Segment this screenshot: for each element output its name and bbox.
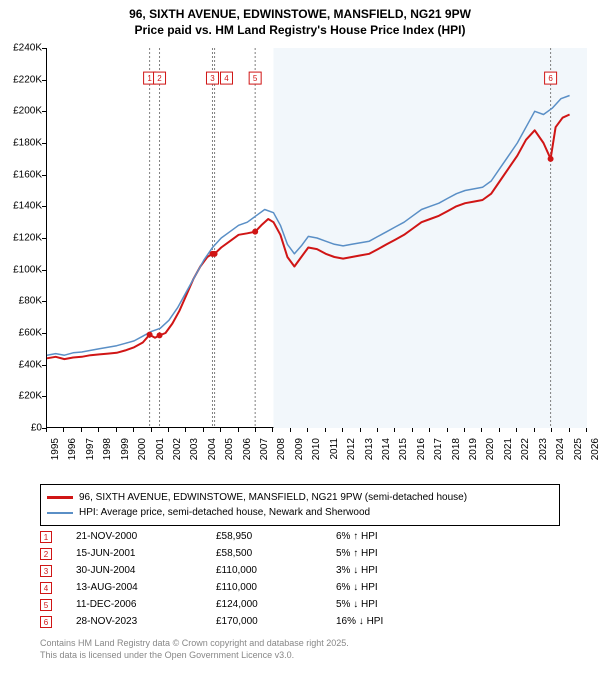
cell-price: £58,950 — [216, 531, 336, 542]
cell-date: 21-NOV-2000 — [76, 531, 216, 542]
row-marker: 5 — [40, 599, 52, 611]
x-tick-label: 2011 — [329, 438, 340, 460]
cell-hpi: 5% ↓ HPI — [336, 599, 560, 610]
legend-swatch — [47, 496, 73, 499]
x-tick-label: 1995 — [50, 438, 61, 460]
x-tick-label: 2015 — [398, 438, 409, 460]
x-tick-label: 2009 — [294, 438, 305, 460]
cell-price: £110,000 — [216, 582, 336, 593]
footnote-line-1: Contains HM Land Registry data © Crown c… — [40, 638, 349, 650]
table-row: 3 30-JUN-2004£110,0003% ↓ HPI — [40, 562, 560, 579]
x-tick-label: 1999 — [120, 438, 131, 460]
row-marker: 4 — [40, 582, 52, 594]
legend-label: 96, SIXTH AVENUE, EDWINSTOWE, MANSFIELD,… — [79, 490, 467, 505]
y-tick-label: £120K — [13, 233, 42, 244]
y-axis: £0£20K£40K£60K£80K£100K£120K£140K£160K£1… — [0, 48, 46, 428]
x-tick-label: 2002 — [172, 438, 183, 460]
cell-date: 30-JUN-2004 — [76, 565, 216, 576]
x-tick-label: 2021 — [503, 438, 514, 460]
table-row: 2 15-JUN-2001£58,5005% ↑ HPI — [40, 545, 560, 562]
x-tick-label: 2006 — [242, 438, 253, 460]
x-tick-label: 2024 — [555, 438, 566, 460]
row-marker: 1 — [40, 531, 52, 543]
legend-row: HPI: Average price, semi-detached house,… — [47, 505, 553, 520]
x-axis: 1995 1996 1997 1998 1999 2000 2001 2002 2003 2004… — [46, 428, 586, 478]
y-tick-label: £220K — [13, 74, 42, 85]
title-line-2: Price paid vs. HM Land Registry's House … — [0, 22, 600, 38]
x-tick-label: 2004 — [207, 438, 218, 460]
y-tick-label: £240K — [13, 43, 42, 54]
y-tick-label: £160K — [13, 169, 42, 180]
svg-text:3: 3 — [210, 74, 215, 83]
x-tick-label: 2012 — [346, 438, 357, 460]
cell-hpi: 6% ↓ HPI — [336, 582, 560, 593]
legend: 96, SIXTH AVENUE, EDWINSTOWE, MANSFIELD,… — [40, 484, 560, 526]
y-tick-label: £100K — [13, 264, 42, 275]
x-tick-label: 2000 — [137, 438, 148, 460]
cell-hpi: 3% ↓ HPI — [336, 565, 560, 576]
y-tick-label: £140K — [13, 201, 42, 212]
row-marker: 2 — [40, 548, 52, 560]
x-tick-label: 2019 — [468, 438, 479, 460]
legend-swatch — [47, 512, 73, 514]
x-tick-label: 2001 — [155, 438, 166, 460]
x-tick-label: 1996 — [67, 438, 78, 460]
x-tick-label: 2020 — [485, 438, 496, 460]
cell-date: 11-DEC-2006 — [76, 599, 216, 610]
chart-plot-area: 123456 — [46, 48, 586, 428]
y-tick-label: £180K — [13, 138, 42, 149]
y-tick-label: £40K — [19, 359, 42, 370]
row-marker: 6 — [40, 616, 52, 628]
sales-table: 121-NOV-2000£58,9506% ↑ HPI215-JUN-2001£… — [40, 528, 560, 630]
x-tick-label: 2014 — [381, 438, 392, 460]
legend-row: 96, SIXTH AVENUE, EDWINSTOWE, MANSFIELD,… — [47, 490, 553, 505]
footnote: Contains HM Land Registry data © Crown c… — [40, 638, 349, 661]
x-tick-label: 2016 — [416, 438, 427, 460]
svg-text:4: 4 — [224, 74, 229, 83]
cell-price: £58,500 — [216, 548, 336, 559]
y-tick-label: £60K — [19, 328, 42, 339]
cell-price: £170,000 — [216, 616, 336, 627]
x-tick-label: 2022 — [520, 438, 531, 460]
x-tick-label: 2026 — [590, 438, 600, 460]
row-marker: 3 — [40, 565, 52, 577]
x-tick-label: 1997 — [85, 438, 96, 460]
cell-date: 13-AUG-2004 — [76, 582, 216, 593]
y-tick-label: £80K — [19, 296, 42, 307]
x-tick-label: 2023 — [538, 438, 549, 460]
x-tick-label: 2008 — [276, 438, 287, 460]
svg-text:5: 5 — [253, 74, 258, 83]
x-tick-label: 2007 — [259, 438, 270, 460]
x-tick-label: 2003 — [189, 438, 200, 460]
x-tick-label: 2018 — [451, 438, 462, 460]
svg-text:2: 2 — [157, 74, 162, 83]
x-tick-label: 1998 — [102, 438, 113, 460]
svg-text:6: 6 — [548, 74, 553, 83]
cell-date: 28-NOV-2023 — [76, 616, 216, 627]
table-row: 1 21-NOV-2000£58,9506% ↑ HPI — [40, 528, 560, 545]
y-tick-label: £200K — [13, 106, 42, 117]
table-row: 4 13-AUG-2004£110,0006% ↓ HPI — [40, 579, 560, 596]
cell-hpi: 16% ↓ HPI — [336, 616, 560, 627]
x-tick-label: 2025 — [573, 438, 584, 460]
table-row: 5 11-DEC-2006£124,0005% ↓ HPI — [40, 596, 560, 613]
cell-hpi: 6% ↑ HPI — [336, 531, 560, 542]
x-tick-label: 2010 — [311, 438, 322, 460]
footnote-line-2: This data is licensed under the Open Gov… — [40, 650, 349, 662]
cell-date: 15-JUN-2001 — [76, 548, 216, 559]
title-line-1: 96, SIXTH AVENUE, EDWINSTOWE, MANSFIELD,… — [0, 6, 600, 22]
cell-price: £110,000 — [216, 565, 336, 576]
cell-hpi: 5% ↑ HPI — [336, 548, 560, 559]
legend-label: HPI: Average price, semi-detached house,… — [79, 505, 370, 520]
svg-text:1: 1 — [147, 74, 152, 83]
y-tick-label: £0 — [31, 423, 42, 434]
y-tick-label: £20K — [19, 391, 42, 402]
table-row: 6 28-NOV-2023£170,00016% ↓ HPI — [40, 613, 560, 630]
x-tick-label: 2017 — [433, 438, 444, 460]
x-tick-label: 2013 — [364, 438, 375, 460]
cell-price: £124,000 — [216, 599, 336, 610]
x-tick-label: 2005 — [224, 438, 235, 460]
